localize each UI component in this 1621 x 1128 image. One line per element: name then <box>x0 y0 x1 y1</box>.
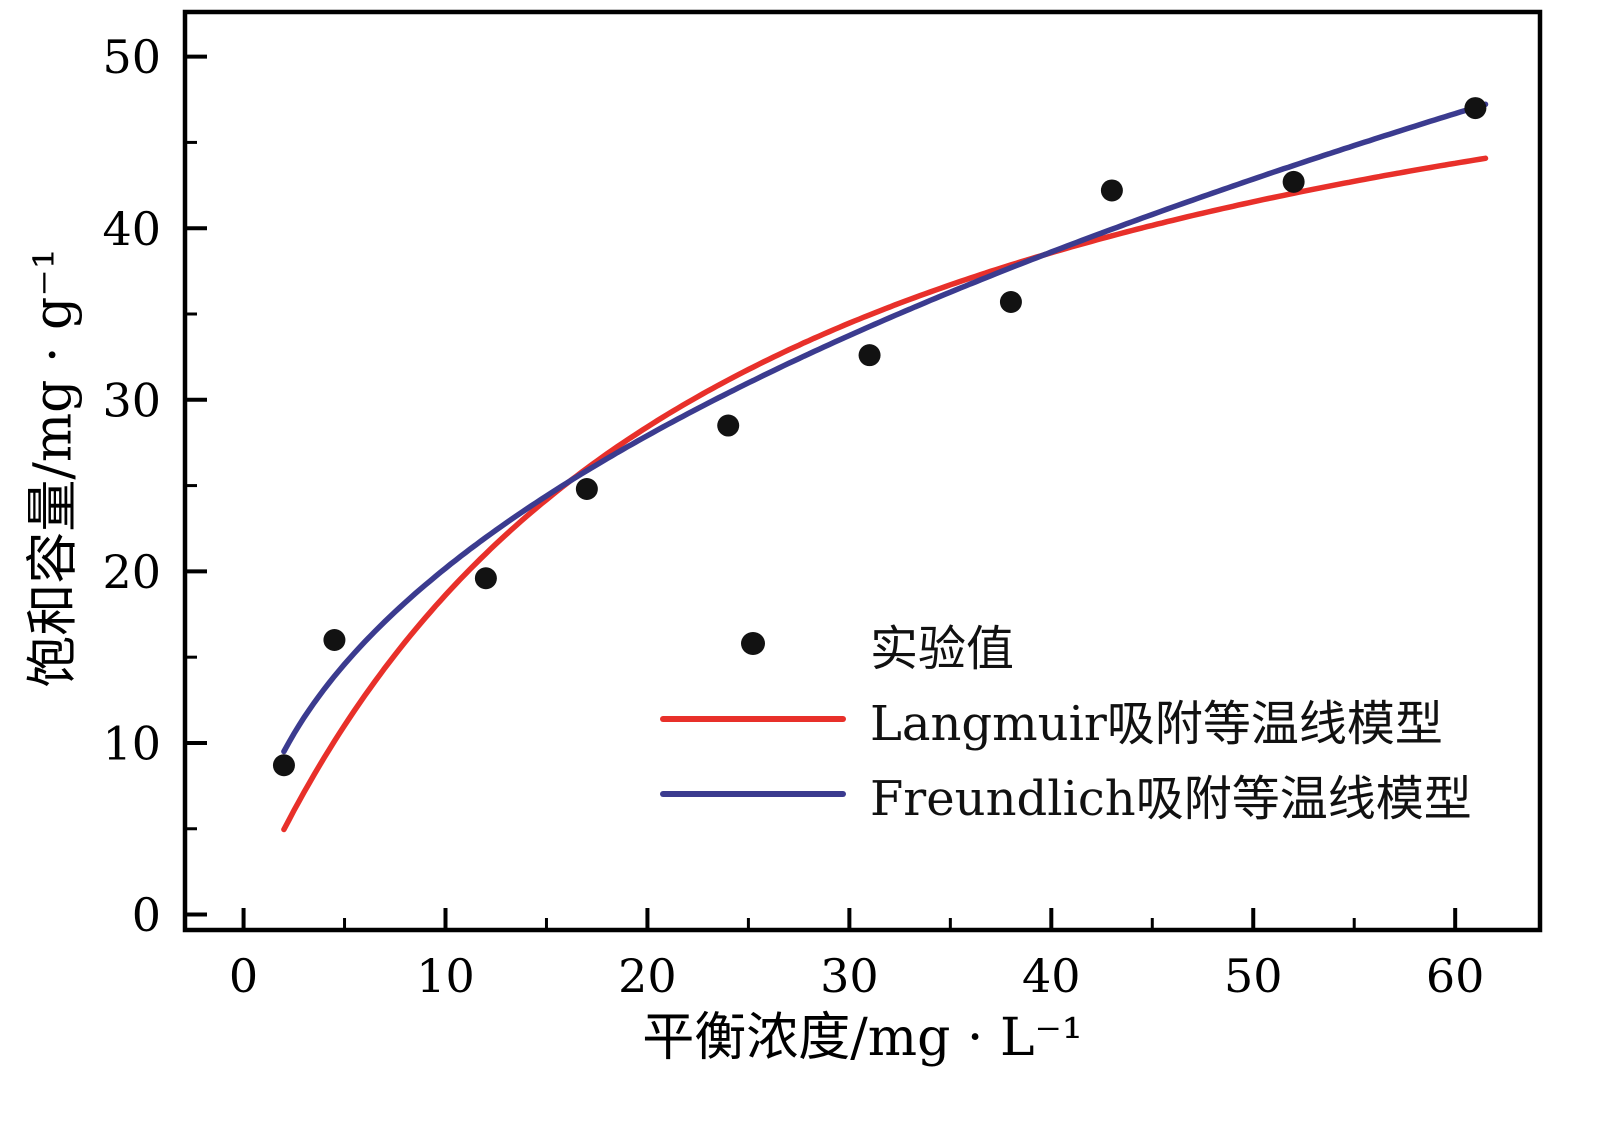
experimental-point <box>1282 170 1305 193</box>
y-tick-label: 50 <box>102 30 161 84</box>
y-tick-label: 0 <box>132 888 161 942</box>
x-tick-label: 0 <box>229 949 258 1003</box>
legend-label-freundlich: Freundlich吸附等温线模型 <box>870 770 1472 827</box>
experimental-point <box>272 754 295 777</box>
langmuir-curve <box>281 155 1489 833</box>
legend-label-experimental: 实验值 <box>870 620 1015 677</box>
experimental-point <box>999 290 1022 313</box>
x-tick-label: 60 <box>1426 949 1485 1003</box>
x-tick-label: 10 <box>416 949 475 1003</box>
experimental-point <box>575 478 598 501</box>
y-axis-title: 饱和容量/mg · g⁻¹ <box>23 248 84 688</box>
experimental-point <box>1100 179 1123 202</box>
x-tick-label: 40 <box>1022 949 1081 1003</box>
langmuir-line-symbol <box>660 715 846 722</box>
y-tick-label: 20 <box>102 545 161 599</box>
freundlich-line-symbol <box>660 790 846 797</box>
scatter-dot-icon <box>741 632 765 655</box>
red-line-icon <box>660 715 846 722</box>
plot-border <box>182 9 1543 933</box>
experimental-point <box>717 414 740 437</box>
legend-item-freundlich: Freundlich吸附等温线模型 <box>660 756 1472 831</box>
legend-item-experimental: 实验值 <box>660 606 1472 681</box>
experimental-point-symbol <box>660 632 846 655</box>
x-tick-label: 20 <box>618 949 677 1003</box>
x-tick-label: 50 <box>1224 949 1283 1003</box>
freundlich-curve <box>281 101 1489 755</box>
experimental-point <box>858 344 881 367</box>
y-tick-label: 40 <box>102 202 161 256</box>
legend: 实验值 Langmuir吸附等温线模型 Freundlich吸附等温线模型 <box>660 606 1472 831</box>
experimental-point <box>1464 97 1487 120</box>
x-axis-title: 平衡浓度/mg · L⁻¹ <box>642 1008 1083 1068</box>
x-tick-label: 30 <box>820 949 879 1003</box>
y-tick-label: 10 <box>102 717 161 771</box>
experimental-point <box>474 567 497 590</box>
blue-line-icon <box>660 790 846 797</box>
legend-item-langmuir: Langmuir吸附等温线模型 <box>660 681 1472 756</box>
y-tick-label: 30 <box>102 373 161 427</box>
experimental-point <box>323 629 346 652</box>
legend-label-langmuir: Langmuir吸附等温线模型 <box>870 695 1443 752</box>
